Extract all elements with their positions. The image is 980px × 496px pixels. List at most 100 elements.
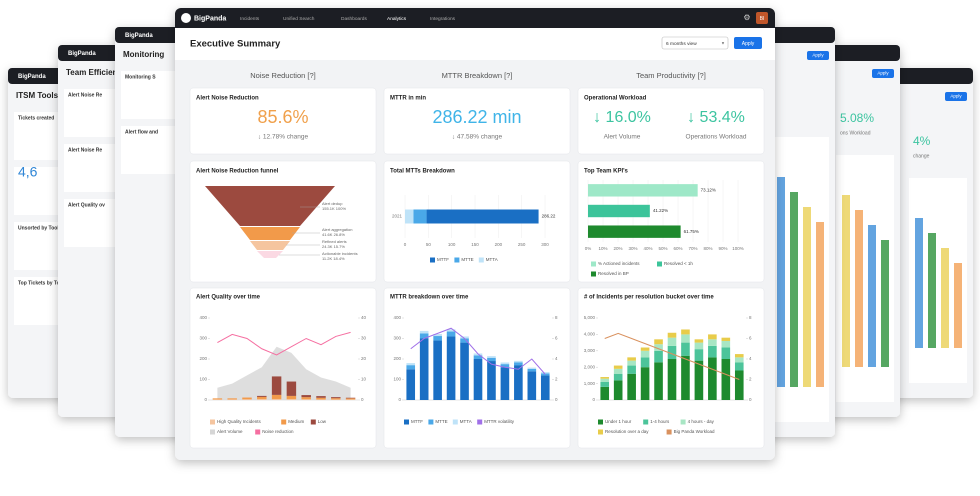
legend-swatch [598,429,603,435]
card-text: 4,6 [18,164,38,180]
bar-segment [734,362,744,371]
y2-tick-label: 6 [555,336,558,341]
bar-segment [242,397,252,400]
bar-segment [446,329,456,332]
bar-segment [640,367,650,400]
bar-segment [345,399,356,400]
funnel-detail: 155.1K 100% [322,206,346,211]
bar-segment [227,399,237,400]
bar-segment [500,362,510,365]
logo-icon [181,13,191,23]
bar-segment [345,397,356,399]
y-tick-label: 200 [199,356,207,361]
card-text: Alert Noise Re [68,92,102,98]
card-apply[interactable] [945,92,967,101]
placeholder-block [954,263,962,348]
nav-item[interactable]: Analytics [387,16,407,22]
panel [383,87,571,155]
x-tick-label: 100% [732,246,744,251]
card-text: Tickets created [18,115,54,121]
panel-title: Total MTTs Breakdown [390,169,455,175]
bar-segment [734,357,744,363]
kpi-label: Operations Workload [686,134,747,141]
bar-segment [600,381,610,387]
bar-segment [681,355,690,400]
bar-segment [487,356,496,358]
panel [189,87,377,155]
funnel-label: Alert dedup [322,201,343,206]
funnel-stage [257,251,283,258]
nav-item[interactable]: Dashboards [341,16,367,22]
bar-segment [667,359,677,400]
legend-label: Noise reduction [262,429,294,434]
y-tick-label: 400 [393,315,401,320]
bar-segment [721,340,731,348]
line [217,331,351,356]
bar-segment [406,363,416,366]
bar-segment [600,386,610,400]
legend-swatch [598,419,603,425]
avatar[interactable] [756,12,768,24]
bar-segment [640,357,650,368]
bar-segment [734,370,744,400]
bar [588,184,698,197]
bar-segment [694,339,704,343]
bar-segment [654,362,663,400]
card-apply[interactable] [872,69,894,78]
x-tick-label: 40% [643,246,652,251]
funnel-label: Actionable incidents [322,251,358,256]
y2-tick-label: 2 [749,377,752,382]
bar-segment [694,342,704,350]
panel-title: Operational Workload [584,96,647,102]
nav-item[interactable]: Incidents [240,16,260,22]
bar-segment [721,337,731,341]
funnel-label: Refined alerts [322,239,347,244]
panel [577,87,765,155]
range-select-text: 6 months view [666,41,697,47]
legend-swatch [452,419,458,425]
bar-segment [640,347,650,351]
nav-item[interactable]: Integrations [430,16,456,22]
card-title: ITSM Tools [16,91,59,100]
card-apply[interactable] [807,51,829,60]
y2-tick-label: 4 [749,356,752,361]
bar-segment [446,331,456,337]
legend-swatch [454,257,460,263]
legend-label: Resolution over a day [605,429,649,434]
y2-tick-label: 40 [361,315,367,320]
nav-item[interactable]: Unified Search [283,16,315,22]
placeholder-block [868,225,876,367]
x-tick-label: 50% [658,246,667,251]
range-select[interactable] [661,36,729,50]
bar-segment [694,360,704,400]
bar-segment [286,381,297,396]
settings-icon[interactable]: ⚙ [743,13,750,22]
bar-segment [286,395,297,399]
apply-button[interactable] [734,37,762,49]
card-text: Monitoring S [125,74,156,80]
bar-segment [331,398,341,400]
legend-label: MTTF [437,257,449,262]
logo: BigPanda [68,51,96,57]
bar-segment [708,339,717,346]
legend-label: MTTF [411,419,423,424]
bar-segment [301,397,311,400]
legend-label: MTTE [435,419,447,424]
legend-label: Alert Volume [217,429,243,434]
kpi-value: ↓ 53.4% [687,109,745,126]
funnel-detail: 24.3K 15.7% [322,244,345,249]
bar-segment [406,365,416,370]
bar-segment [500,367,510,400]
card-text: Unsorted by Tool [18,225,59,231]
y-tick-label: 2,000 [584,364,596,369]
bar-segment [694,349,704,361]
card-text: Top Tickets by Tool [18,280,65,286]
bar-segment [681,329,690,335]
legend-label: Low [318,419,327,424]
bar-segment [257,396,267,399]
bar-segment [514,362,523,366]
y-tick-label: 400 [199,315,207,320]
logo: BigPanda [125,33,153,39]
x-tick-label: 100 [448,242,456,247]
